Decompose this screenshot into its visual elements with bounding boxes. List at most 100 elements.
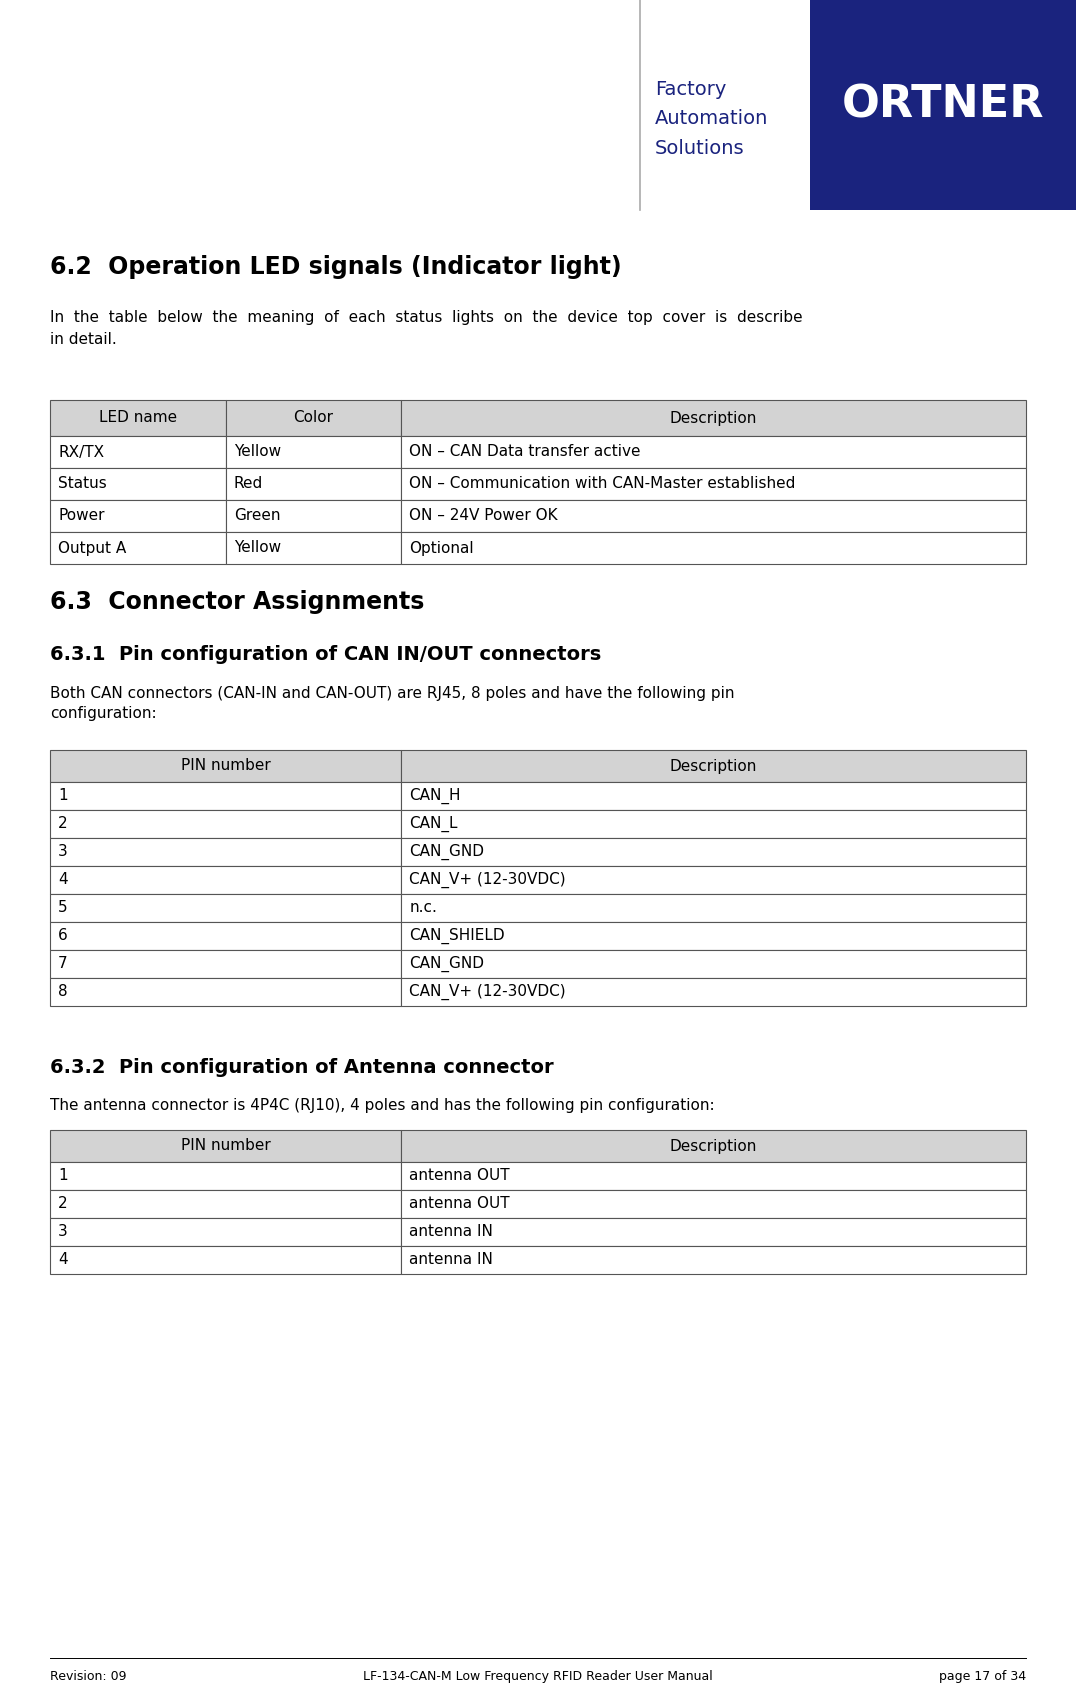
Text: 4: 4 (58, 872, 68, 887)
Text: 4: 4 (58, 1253, 68, 1267)
Bar (49, 867, 401, 894)
Text: In  the  table  below  the  meaning  of  each  status  lights  on  the  device  : In the table below the meaning of each s… (49, 310, 803, 326)
Bar (49, 533, 226, 565)
Text: antenna OUT: antenna OUT (409, 1169, 510, 1184)
Text: 8: 8 (58, 984, 68, 999)
Bar (226, 500, 401, 533)
Bar (401, 811, 1027, 838)
Bar (49, 436, 226, 468)
Bar (49, 400, 226, 436)
Bar (810, 0, 1076, 210)
Bar (49, 1218, 401, 1247)
Text: ON – 24V Power OK: ON – 24V Power OK (409, 509, 558, 524)
Text: CAN_SHIELD: CAN_SHIELD (409, 928, 505, 945)
Bar (401, 436, 1027, 468)
Text: Optional: Optional (409, 541, 475, 556)
Bar (49, 1247, 401, 1274)
Bar (49, 811, 401, 838)
Text: CAN_V+ (12-30VDC): CAN_V+ (12-30VDC) (409, 984, 566, 1001)
Bar (401, 894, 1027, 923)
Bar (49, 838, 401, 867)
Text: 6.3.1  Pin configuration of CAN IN/OUT connectors: 6.3.1 Pin configuration of CAN IN/OUT co… (49, 644, 601, 665)
Text: Factory
Automation
Solutions: Factory Automation Solutions (655, 80, 768, 158)
Bar (49, 950, 401, 979)
Bar (49, 923, 401, 950)
Text: Revision: 09: Revision: 09 (49, 1671, 127, 1682)
Bar (49, 1130, 401, 1162)
Text: CAN_L: CAN_L (409, 816, 458, 833)
Text: Yellow: Yellow (233, 444, 281, 460)
Bar (226, 400, 401, 436)
Bar (401, 923, 1027, 950)
Text: 3: 3 (58, 845, 68, 860)
Text: Red: Red (233, 477, 263, 492)
Bar (401, 867, 1027, 894)
Text: CAN_V+ (12-30VDC): CAN_V+ (12-30VDC) (409, 872, 566, 889)
Bar (401, 1247, 1027, 1274)
Bar (401, 468, 1027, 500)
Text: antenna IN: antenna IN (409, 1225, 493, 1240)
Bar (49, 782, 401, 811)
Bar (49, 750, 401, 782)
Bar (226, 436, 401, 468)
Text: 1: 1 (58, 1169, 68, 1184)
Bar (401, 950, 1027, 979)
Text: Description: Description (670, 758, 758, 773)
Bar (401, 750, 1027, 782)
Bar (49, 1162, 401, 1191)
Text: The antenna connector is 4P4C (RJ10), 4 poles and has the following pin configur: The antenna connector is 4P4C (RJ10), 4 … (49, 1097, 714, 1113)
Bar (49, 894, 401, 923)
Text: Both CAN connectors (CAN-IN and CAN-OUT) are RJ45, 8 poles and have the followin: Both CAN connectors (CAN-IN and CAN-OUT)… (49, 685, 735, 700)
Text: LF-134-CAN-M Low Frequency RFID Reader User Manual: LF-134-CAN-M Low Frequency RFID Reader U… (363, 1671, 713, 1682)
Text: PIN number: PIN number (181, 1138, 270, 1153)
Bar (226, 533, 401, 565)
Text: configuration:: configuration: (49, 706, 157, 721)
Text: Description: Description (670, 1138, 758, 1153)
Bar (401, 782, 1027, 811)
Text: antenna OUT: antenna OUT (409, 1196, 510, 1211)
Text: 3: 3 (58, 1225, 68, 1240)
Text: 2: 2 (58, 1196, 68, 1211)
Text: Power: Power (58, 509, 104, 524)
Text: 1: 1 (58, 789, 68, 804)
Bar (401, 500, 1027, 533)
Bar (401, 533, 1027, 565)
Text: page 17 of 34: page 17 of 34 (939, 1671, 1027, 1682)
Bar (401, 400, 1027, 436)
Bar (49, 1191, 401, 1218)
Bar (49, 468, 226, 500)
Text: ON – Communication with CAN-Master established: ON – Communication with CAN-Master estab… (409, 477, 796, 492)
Text: 6.3  Connector Assignments: 6.3 Connector Assignments (49, 590, 424, 614)
Text: in detail.: in detail. (49, 332, 117, 348)
Bar (401, 1162, 1027, 1191)
Text: Status: Status (58, 477, 107, 492)
Text: 2: 2 (58, 816, 68, 831)
Text: ORTNER: ORTNER (841, 83, 1044, 127)
Text: antenna IN: antenna IN (409, 1253, 493, 1267)
Text: Green: Green (233, 509, 280, 524)
Text: LED name: LED name (99, 410, 176, 426)
Text: Yellow: Yellow (233, 541, 281, 556)
Text: CAN_GND: CAN_GND (409, 957, 484, 972)
Bar (226, 468, 401, 500)
Text: PIN number: PIN number (181, 758, 270, 773)
Text: 6.2  Operation LED signals (Indicator light): 6.2 Operation LED signals (Indicator lig… (49, 254, 622, 280)
Bar (401, 1191, 1027, 1218)
Text: CAN_GND: CAN_GND (409, 845, 484, 860)
Bar (401, 979, 1027, 1006)
Text: RX/TX: RX/TX (58, 444, 104, 460)
Text: ON – CAN Data transfer active: ON – CAN Data transfer active (409, 444, 641, 460)
Bar (401, 1130, 1027, 1162)
Bar (401, 1218, 1027, 1247)
Bar (49, 500, 226, 533)
Text: 7: 7 (58, 957, 68, 972)
Text: Color: Color (294, 410, 334, 426)
Bar (401, 838, 1027, 867)
Text: 5: 5 (58, 901, 68, 916)
Text: Description: Description (670, 410, 758, 426)
Text: CAN_H: CAN_H (409, 789, 461, 804)
Bar (49, 979, 401, 1006)
Text: 6: 6 (58, 928, 68, 943)
Text: Output A: Output A (58, 541, 126, 556)
Text: n.c.: n.c. (409, 901, 437, 916)
